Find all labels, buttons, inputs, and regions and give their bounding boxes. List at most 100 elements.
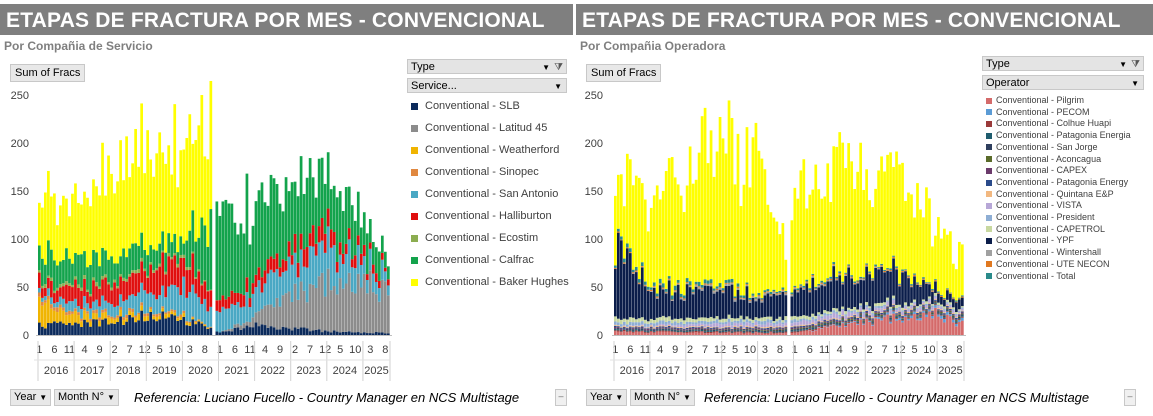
bar-segment <box>113 282 116 307</box>
legend-item[interactable]: Conventional - Latitud 45 <box>411 122 547 134</box>
legend-item[interactable]: Conventional - Halliburton <box>411 210 552 222</box>
left-legend-service-filter[interactable]: Service... ▼ <box>407 78 567 93</box>
filter-icon[interactable]: ⧩ <box>554 62 563 73</box>
bar-segment <box>56 302 59 308</box>
legend-item[interactable]: Conventional - Wintershall <box>986 247 1101 257</box>
bar-segment <box>739 295 743 298</box>
bar-segment <box>760 299 764 301</box>
bar-segment <box>856 280 859 282</box>
right-month-filter[interactable]: Month N° ▼ <box>630 389 695 406</box>
legend-item[interactable]: Conventional - President <box>986 212 1095 222</box>
legend-item[interactable]: Conventional - San Jorge <box>986 142 1098 152</box>
bar-segment <box>727 326 731 328</box>
legend-item[interactable]: Conventional - Baker Hughes <box>411 276 569 288</box>
bar-segment <box>733 327 737 328</box>
legend-item[interactable]: Conventional - Aconcagua <box>986 154 1101 164</box>
left-legend-type-header[interactable]: Type ▼ ⧩ <box>407 59 567 74</box>
legend-item[interactable]: Conventional - San Antonio <box>411 188 558 200</box>
dropdown-arrow-icon[interactable]: ▼ <box>554 82 562 91</box>
legend-item[interactable]: Conventional - Colhue Huapi <box>986 118 1111 128</box>
legend-item[interactable]: Conventional - CAPEX <box>986 165 1087 175</box>
bar-segment <box>50 323 53 335</box>
bar-segment <box>808 321 812 325</box>
legend-item[interactable]: Conventional - PECOM <box>986 107 1090 117</box>
bar-segment <box>823 196 827 283</box>
left-month-filter[interactable]: Month N° ▼ <box>54 389 119 406</box>
right-sum-of-fracs-button[interactable]: Sum of Fracs <box>586 64 662 82</box>
right-year-filter[interactable]: Year ▼ <box>586 389 628 406</box>
bar-segment <box>137 292 140 313</box>
bar-segment <box>919 313 922 315</box>
bar-segment <box>356 332 360 335</box>
dropdown-arrow-icon[interactable]: ▼ <box>1119 60 1127 69</box>
x-month-tick-label: 6 <box>232 344 238 356</box>
bar-segment <box>760 317 764 322</box>
bar-segment <box>754 332 758 335</box>
bar-segment <box>299 156 303 234</box>
bar-segment <box>194 293 198 321</box>
bar-segment <box>92 179 95 250</box>
legend-item[interactable]: Conventional - UTE NECON <box>986 259 1110 269</box>
legend-item[interactable]: Conventional - Pilgrim <box>986 95 1084 105</box>
left-sum-of-fracs-button[interactable]: Sum of Fracs <box>10 64 86 82</box>
bar-segment <box>332 330 336 335</box>
x-year-label: 2018 <box>691 365 715 377</box>
bar-segment <box>883 171 886 270</box>
bar-segment <box>652 326 656 328</box>
legend-item[interactable]: Conventional - Patagonia Energia <box>986 130 1131 140</box>
bar-segment <box>859 319 862 335</box>
bar-segment <box>74 311 77 323</box>
legend-item[interactable]: Conventional - Ecostim <box>411 232 538 244</box>
right-legend-operator-filter[interactable]: Operator ▼ <box>982 75 1144 90</box>
bar-segment <box>667 327 671 329</box>
bar-segment <box>727 329 731 331</box>
bar-segment <box>682 328 686 330</box>
legend-item[interactable]: Conventional - CAPETROL <box>986 224 1105 234</box>
bar-segment <box>299 281 303 328</box>
legend-item[interactable]: Conventional - SLB <box>411 100 520 112</box>
legend-item[interactable]: Conventional - Weatherford <box>411 144 559 156</box>
bar-segment <box>778 329 782 332</box>
legend-item[interactable]: Conventional - VISTA <box>986 200 1082 210</box>
bar-segment <box>290 301 294 331</box>
bar-segment <box>706 283 710 285</box>
bar-segment <box>721 328 725 330</box>
bar-segment <box>362 273 366 333</box>
legend-item[interactable]: Conventional - Quintana E&P <box>986 189 1114 199</box>
left-scroll-handle[interactable]: – <box>555 389 567 406</box>
bar-segment <box>751 330 755 331</box>
legend-item[interactable]: Conventional - Total <box>986 271 1075 281</box>
right-scroll-handle[interactable]: – <box>1124 389 1136 406</box>
filter-icon[interactable]: ⧩ <box>1131 59 1140 70</box>
left-year-filter[interactable]: Year ▼ <box>10 389 52 406</box>
bar-segment <box>919 209 922 285</box>
bar-segment <box>251 283 255 294</box>
bar-segment <box>727 283 731 286</box>
bar-segment <box>697 332 701 335</box>
dropdown-arrow-icon[interactable]: ▼ <box>542 63 550 72</box>
bar-segment <box>856 171 859 281</box>
legend-item[interactable]: Conventional - Patagonia Energy <box>986 177 1128 187</box>
bar-segment <box>739 332 743 335</box>
bar-segment <box>790 316 794 321</box>
bar-segment <box>673 291 677 293</box>
bar-segment <box>958 314 961 315</box>
bar-segment <box>143 271 147 291</box>
bar-segment <box>353 220 357 256</box>
legend-item[interactable]: Conventional - YPF <box>986 235 1074 245</box>
bar-segment <box>65 312 68 316</box>
bar-segment <box>47 240 50 276</box>
legend-item[interactable]: Conventional - Sinopec <box>411 166 539 178</box>
bar-segment <box>958 313 961 315</box>
bar-segment <box>952 313 955 315</box>
bar-segment <box>688 321 692 325</box>
bar-segment <box>224 308 228 331</box>
bar-segment <box>685 331 689 332</box>
right-legend-type-header[interactable]: Type ▼ ⧩ <box>982 56 1144 71</box>
dropdown-arrow-icon[interactable]: ▼ <box>1131 79 1139 88</box>
legend-item[interactable]: Conventional - Calfrac <box>411 254 534 266</box>
bar-segment <box>874 311 877 313</box>
legend-label: Conventional - SLB <box>425 100 520 112</box>
bar-segment <box>691 332 695 335</box>
bar-segment <box>727 100 731 280</box>
